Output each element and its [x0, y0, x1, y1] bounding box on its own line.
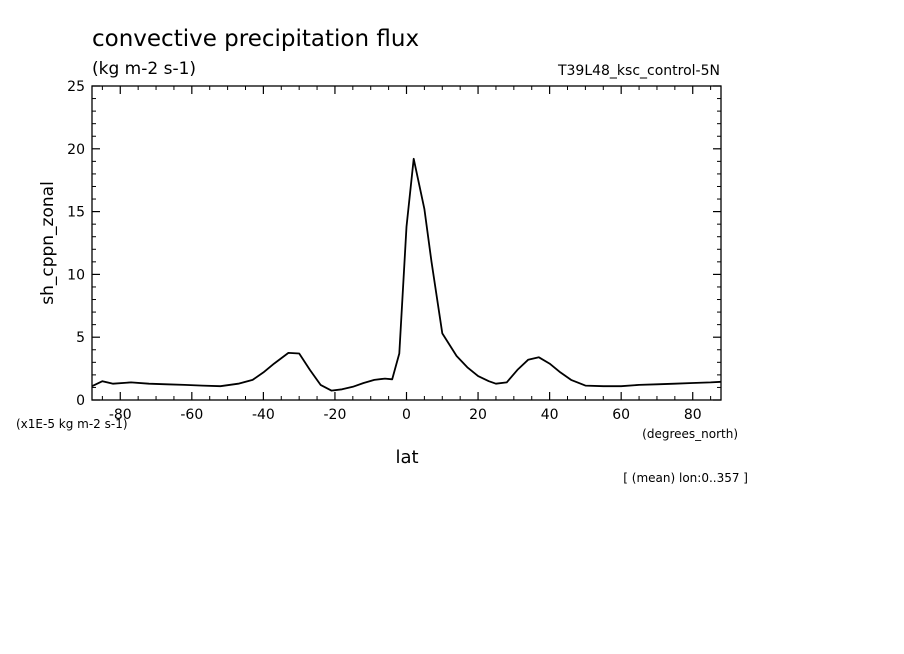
x-tick-label: 40 [541, 407, 559, 423]
experiment-label: T39L48_ksc_control-5N [557, 63, 720, 79]
y-tick-label: 10 [67, 267, 85, 283]
y-tick-label: 25 [67, 79, 85, 95]
x-tick-label: -40 [252, 407, 275, 423]
scale-note: (x1E-5 kg m-2 s-1) [16, 417, 128, 431]
plot-frame [91, 85, 722, 401]
x-tick-label: 0 [402, 407, 411, 423]
footer-note: [ (mean) lon:0..357 ] [623, 471, 748, 485]
x-tick-label: -60 [180, 407, 203, 423]
chart-units: (kg m-2 s-1) [92, 59, 196, 79]
x-tick-label: -20 [324, 407, 347, 423]
x-tick-label: 20 [469, 407, 487, 423]
y-tick-label: 0 [76, 393, 85, 409]
y-tick-label: 15 [67, 205, 85, 221]
y-axis-label: sh_cppn_zonal [38, 181, 58, 305]
x-tick-label: 80 [684, 407, 702, 423]
plot-axes [91, 85, 722, 401]
y-tick-label: 20 [67, 142, 85, 158]
x-tick-label: 60 [612, 407, 630, 423]
x-units-note: (degrees_north) [642, 427, 738, 441]
x-tick-label: -80 [109, 407, 132, 423]
tick-labels: -80 -60 -40 -20 0 20 40 60 80 0 5 10 15 20 25 [67, 79, 701, 423]
x-axis-label: lat [395, 447, 418, 468]
plot-series [91, 157, 722, 392]
chart-title: convective precipitation flux [92, 26, 419, 52]
y-tick-label: 5 [76, 330, 85, 346]
series-line [91, 157, 722, 392]
